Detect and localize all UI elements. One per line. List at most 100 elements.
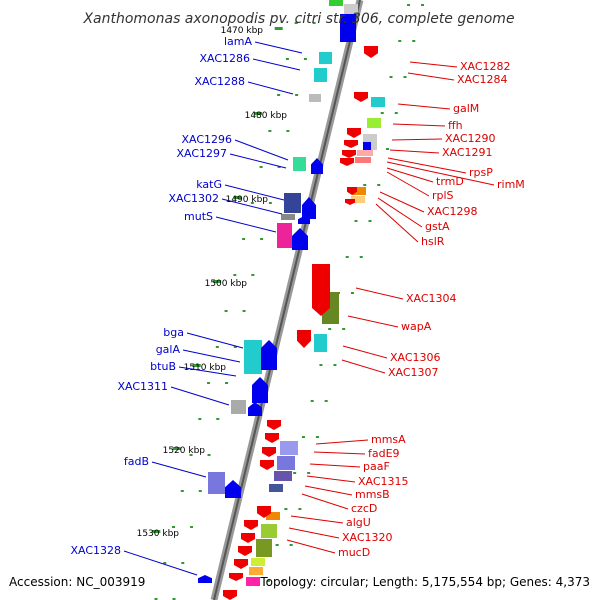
- track-dot: [394, 112, 398, 114]
- gene-block: [231, 400, 246, 414]
- track-dot: [180, 490, 184, 492]
- label-leader-line: [397, 103, 451, 110]
- gene-arrow: [248, 402, 262, 416]
- gene-arrow: [340, 158, 354, 166]
- tick-label: 1480 kbp: [245, 111, 288, 121]
- gene-label-rimM[interactable]: rimM: [497, 178, 525, 191]
- track-dot: [421, 4, 425, 6]
- gene-block: [280, 441, 298, 455]
- track-dot: [284, 508, 288, 510]
- gene-arrow: [354, 92, 368, 102]
- gene-label-XAC1306[interactable]: XAC1306: [390, 351, 441, 364]
- tick-label: 1470 kbp: [221, 26, 264, 36]
- gene-label-rpsP[interactable]: rpsP: [469, 166, 493, 179]
- gene-label-mutS[interactable]: mutS: [184, 210, 213, 223]
- tick-label: 1510 kbp: [184, 363, 227, 373]
- track-dot: [268, 202, 272, 204]
- gene-label-XAC1291[interactable]: XAC1291: [442, 146, 493, 159]
- gene-label-wapA[interactable]: wapA: [401, 320, 432, 333]
- label-leader-line: [407, 72, 455, 81]
- gene-label-mmsA[interactable]: mmsA: [371, 433, 406, 446]
- label-leader-line: [186, 332, 244, 349]
- gene-label-paaF[interactable]: paaF: [363, 460, 390, 473]
- label-leaders: [123, 41, 495, 576]
- gene-label-XAC1298[interactable]: XAC1298: [427, 205, 478, 218]
- gene-label-algU[interactable]: algU: [346, 516, 371, 529]
- scale-tick: [213, 280, 222, 283]
- gene-label-galM[interactable]: galM: [453, 102, 479, 115]
- track-dot: [251, 274, 255, 276]
- scale-tick: [192, 364, 201, 367]
- label-leader-line: [254, 41, 303, 54]
- gene-block: [340, 14, 356, 42]
- gene-block: [293, 157, 306, 171]
- gene-label-XAC1315[interactable]: XAC1315: [358, 475, 409, 488]
- gene-label-galA[interactable]: galA: [156, 343, 181, 356]
- gene-block: [357, 150, 373, 156]
- gene-label-ffh[interactable]: ffh: [448, 119, 463, 132]
- gene-arrow: [344, 140, 358, 148]
- gene-label-XAC1311[interactable]: XAC1311: [117, 380, 168, 393]
- track-dot: [198, 490, 202, 492]
- gene-label-rplS[interactable]: rplS: [432, 189, 454, 202]
- gene-label-fadE9[interactable]: fadE9: [368, 447, 400, 460]
- track-dot: [207, 382, 211, 384]
- gene-arrow: [267, 420, 281, 430]
- gene-arrow: [347, 187, 357, 195]
- gene-label-gstA[interactable]: gstA: [425, 220, 450, 233]
- label-leader-line: [301, 493, 349, 510]
- gene-arrow: [241, 533, 255, 543]
- scale-tick: [254, 112, 263, 115]
- gene-label-XAC1328[interactable]: XAC1328: [70, 544, 121, 557]
- gene-label-XAC1288[interactable]: XAC1288: [194, 75, 245, 88]
- label-leader-line: [252, 58, 301, 71]
- gene-block: [355, 157, 371, 163]
- gene-block: [371, 97, 385, 107]
- gene-label-XAC1296[interactable]: XAC1296: [181, 133, 232, 146]
- label-leader-line: [392, 123, 446, 127]
- label-leader-line: [386, 171, 430, 197]
- gene-label-XAC1320[interactable]: XAC1320: [342, 531, 393, 544]
- gene-label-lamA[interactable]: lamA: [224, 35, 253, 48]
- gene-block: [208, 472, 225, 494]
- track-dot: [385, 148, 389, 150]
- gene-arrow: [223, 590, 237, 600]
- track-dot: [268, 130, 272, 132]
- gene-label-trmD[interactable]: trmD: [436, 175, 464, 188]
- gene-label-hslR[interactable]: hslR: [421, 235, 445, 248]
- track-dot: [224, 310, 228, 312]
- gene-block: [314, 68, 327, 82]
- gene-arrow: [311, 158, 323, 174]
- label-leader-line: [304, 485, 353, 496]
- track-dot: [277, 166, 281, 168]
- gene-label-czcD[interactable]: czcD: [351, 502, 377, 515]
- gene-label-XAC1302[interactable]: XAC1302: [168, 192, 219, 205]
- track-dot: [259, 166, 263, 168]
- gene-label-XAC1282[interactable]: XAC1282: [460, 60, 511, 73]
- gene-label-katG[interactable]: katG: [196, 178, 222, 191]
- gene-block: [261, 524, 277, 538]
- gene-label-fadB[interactable]: fadB: [124, 455, 149, 468]
- gene-arrow: [292, 228, 308, 250]
- gene-block: [319, 52, 332, 64]
- gene-block: [367, 118, 381, 128]
- gene-label-XAC1286[interactable]: XAC1286: [199, 52, 250, 65]
- label-leader-line: [309, 463, 361, 468]
- gene-block: [351, 196, 365, 203]
- gene-label-btuB[interactable]: btuB: [150, 360, 176, 373]
- track-dot: [328, 328, 332, 330]
- gene-label-XAC1284[interactable]: XAC1284: [457, 73, 508, 86]
- gene-label-XAC1307[interactable]: XAC1307: [388, 366, 439, 379]
- gene-label-XAC1290[interactable]: XAC1290: [445, 132, 496, 145]
- track-dot: [407, 4, 411, 6]
- scale-tick: [152, 530, 161, 533]
- track-dot: [289, 544, 293, 546]
- label-leader-line: [313, 451, 366, 455]
- gene-label-bga[interactable]: bga: [163, 326, 184, 339]
- gene-label-XAC1304[interactable]: XAC1304: [406, 292, 457, 305]
- gene-arrow: [257, 506, 271, 518]
- gene-label-XAC1297[interactable]: XAC1297: [176, 147, 227, 160]
- gene-label-mmsB[interactable]: mmsB: [355, 488, 390, 501]
- track-dot: [216, 418, 220, 420]
- gene-label-mucD[interactable]: mucD: [338, 546, 370, 559]
